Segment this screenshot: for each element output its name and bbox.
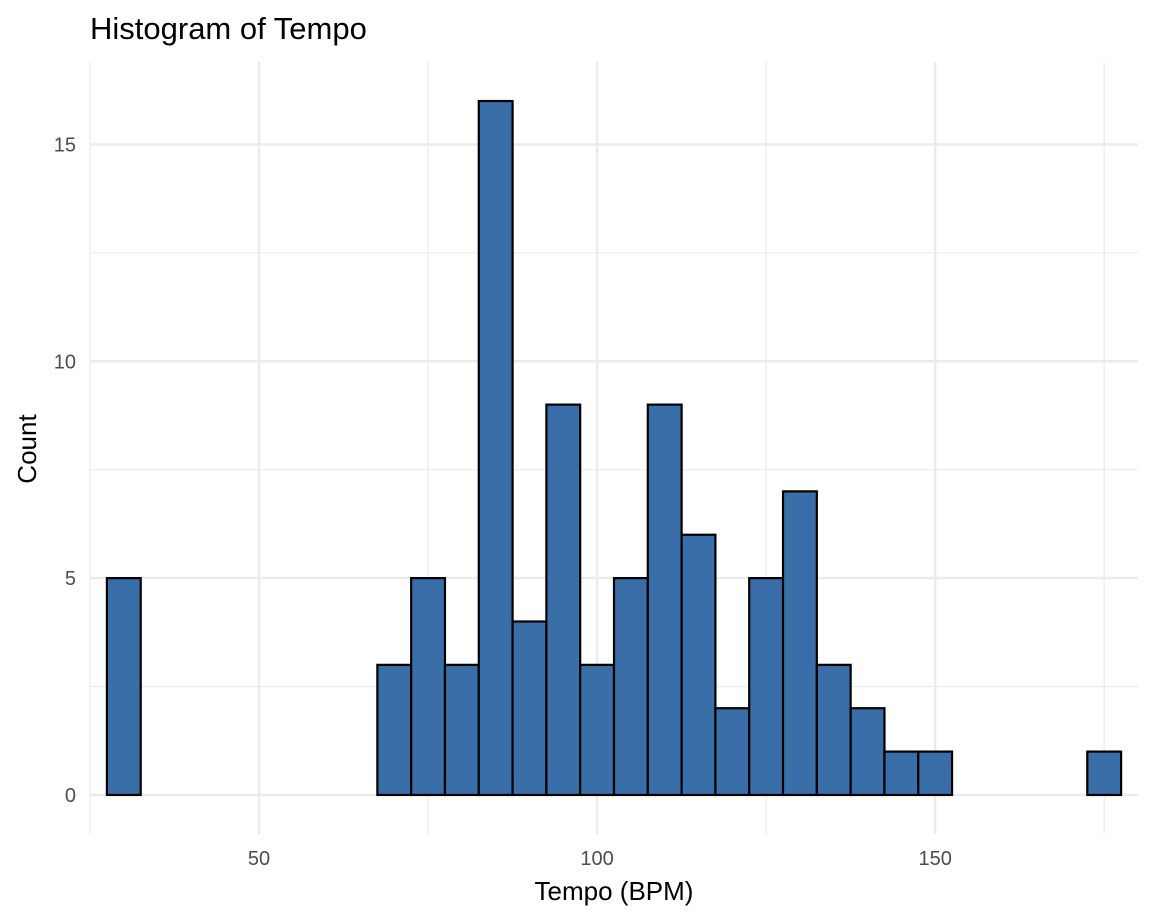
histogram-bar	[511, 620, 548, 797]
histogram-bar	[646, 403, 683, 797]
y-tick-label: 15	[54, 134, 76, 156]
chart-title: Histogram of Tempo	[90, 11, 367, 46]
histogram-bar	[443, 663, 480, 797]
x-axis-ticks: 50 100 150	[248, 848, 952, 870]
histogram-bar	[748, 577, 785, 797]
histogram-bar	[714, 707, 751, 797]
y-tick-label: 5	[65, 568, 76, 590]
histogram-bar	[781, 490, 818, 797]
histogram-bar	[376, 663, 413, 797]
histogram-bar	[579, 663, 616, 797]
histogram-bar	[1086, 750, 1123, 797]
y-tick-label: 0	[65, 785, 76, 807]
histogram-bar	[680, 533, 717, 797]
histogram-bar	[815, 663, 852, 797]
x-tick-label: 150	[918, 848, 951, 870]
histogram-bar	[410, 577, 447, 797]
histogram-bar	[105, 577, 142, 797]
x-tick-label: 100	[580, 848, 613, 870]
x-axis-title: Tempo (BPM)	[535, 876, 694, 906]
y-axis-title: Count	[12, 414, 42, 484]
histogram-bar	[477, 99, 514, 797]
grid	[89, 62, 1138, 834]
histogram-bar	[545, 403, 582, 797]
histogram-bar	[917, 750, 954, 797]
histogram-bar	[612, 577, 649, 797]
histogram-bar	[883, 750, 920, 797]
y-axis-ticks: 0 5 10 15	[54, 134, 76, 807]
x-tick-label: 50	[248, 848, 270, 870]
y-tick-label: 10	[54, 351, 76, 373]
bars	[105, 99, 1123, 797]
histogram-bar	[849, 707, 886, 797]
